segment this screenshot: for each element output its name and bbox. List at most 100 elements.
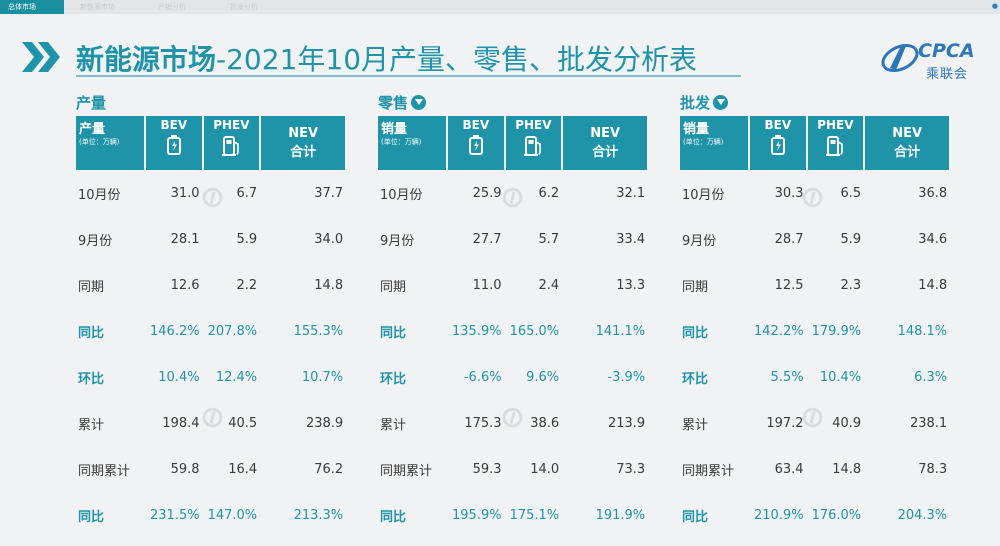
table-header-row: 销量 (单位：万辆) BEV PHEV NEV 合计 — [378, 116, 650, 170]
bev-value: 28.1 — [170, 231, 200, 247]
header-label: 销量 — [381, 122, 408, 137]
stats-table: 产量 (单位：万辆) BEV PHEV NEV 合计 10月份 31.0 6.7 37.7 9月份 2… — [76, 116, 348, 538]
phev-value: 5.7 — [538, 231, 560, 247]
phev-value: 2.4 — [538, 277, 560, 293]
header-nev: NEV — [892, 126, 923, 141]
row-label: 环比 — [380, 371, 407, 387]
bev-value: 142.2% — [754, 323, 804, 339]
header-nev-cell: NEV 合计 — [865, 116, 952, 170]
title-underline — [76, 75, 741, 77]
battery-icon — [770, 135, 785, 155]
section-title-text: 产量 — [76, 94, 107, 112]
table-row: 9月份 28.1 5.9 34.0 — [76, 216, 347, 262]
row-label: 同期 — [78, 279, 105, 295]
bev-value: 31.0 — [170, 185, 200, 201]
header-bev-cell: BEV — [448, 116, 506, 170]
phev-value: 175.1% — [509, 507, 560, 523]
table-row: 同期 12.5 2.3 14.8 — [680, 262, 951, 308]
bev-value: 63.4 — [774, 461, 804, 477]
header-nev: NEV — [590, 126, 621, 141]
table-row: 同期累计 63.4 14.8 78.3 — [680, 446, 951, 492]
phev-value: 40.9 — [832, 415, 862, 431]
table-row: 同期 12.6 2.2 14.8 — [76, 262, 347, 308]
logo-latin: CPCA — [918, 40, 975, 62]
bev-value: -6.6% — [463, 369, 502, 385]
tab-production-sales[interactable]: 产销分析 — [158, 3, 186, 11]
nev-value: -3.9% — [607, 369, 646, 385]
header-phev: PHEV — [817, 118, 854, 132]
table-row: 同比 195.9% 175.1% 191.9% — [378, 492, 649, 538]
row-label: 同比 — [380, 325, 407, 341]
table-row: 同比 210.9% 176.0% 204.3% — [680, 492, 951, 538]
phev-value: 14.0 — [530, 461, 560, 477]
table-row: 同比 146.2% 207.8% 155.3% — [76, 308, 347, 354]
nev-value: 76.2 — [314, 461, 344, 477]
header-nev-total: 合计 — [592, 145, 619, 160]
page-title-main: 新能源市场 — [76, 43, 217, 76]
header-phev: PHEV — [515, 118, 552, 132]
row-label: 同期 — [380, 279, 407, 295]
table-row: 同期 11.0 2.4 13.3 — [378, 262, 649, 308]
table-row: 同期累计 59.8 16.4 76.2 — [76, 446, 347, 492]
phev-value: 2.3 — [840, 277, 862, 293]
phev-value: 10.4% — [819, 369, 862, 385]
section-title: 零售 — [378, 92, 427, 113]
row-label: 同比 — [78, 325, 105, 341]
header-bev: BEV — [462, 118, 490, 132]
header-phev-cell: PHEV — [807, 116, 866, 170]
header-nev-cell: NEV 合计 — [563, 116, 650, 170]
section-title: 批发 — [680, 92, 729, 113]
battery-icon — [468, 135, 483, 155]
header-phev: PHEV — [213, 118, 250, 132]
table-row: 9月份 28.7 5.9 34.6 — [680, 216, 951, 262]
header-nev-cell: NEV 合计 — [261, 116, 348, 170]
table-row: 累计 197.2 40.9 238.1 — [680, 400, 951, 446]
bev-value: 197.2 — [766, 415, 804, 431]
header-label-cell: 销量 (单位：万辆) — [378, 116, 448, 170]
stats-table: 销量 (单位：万辆) BEV PHEV NEV 合计 10月份 25.9 6.2 32.1 9月份 2… — [378, 116, 650, 538]
header-unit: (单位：万辆) — [381, 138, 422, 146]
bev-value: 12.6 — [170, 277, 200, 293]
tab-wholesale[interactable]: 批发分析 — [230, 3, 258, 11]
row-label: 同比 — [682, 509, 709, 525]
phev-value: 179.9% — [811, 323, 862, 339]
row-label: 9月份 — [682, 233, 717, 249]
download-icon[interactable] — [713, 95, 729, 110]
bev-value: 210.9% — [754, 507, 804, 523]
bev-value: 198.4 — [162, 415, 200, 431]
phev-value: 14.8 — [832, 461, 862, 477]
stats-table: 销量 (单位：万辆) BEV PHEV NEV 合计 10月份 30.3 6.5 36.8 9月份 2… — [680, 116, 952, 538]
nev-value: 204.3% — [897, 507, 948, 523]
phev-value: 2.2 — [236, 277, 258, 293]
table-row: 同比 231.5% 147.0% 213.3% — [76, 492, 347, 538]
section-title-text: 零售 — [378, 94, 409, 112]
fuel-pump-icon — [826, 136, 844, 156]
tab-nev-market[interactable]: 新能源市场 — [80, 3, 115, 11]
header-bev: BEV — [160, 118, 188, 132]
row-label: 同期累计 — [682, 463, 735, 479]
row-label: 同期累计 — [78, 463, 131, 479]
nev-value: 213.3% — [293, 507, 344, 523]
phev-value: 6.2 — [538, 185, 560, 201]
header-nev-total: 合计 — [290, 145, 317, 160]
tab-overall-market[interactable]: 总体市场 — [0, 0, 64, 14]
phev-value: 16.4 — [228, 461, 258, 477]
nev-value: 155.3% — [293, 323, 344, 339]
header-label: 销量 — [683, 122, 710, 137]
bev-value: 28.7 — [774, 231, 804, 247]
table-header-row: 产量 (单位：万辆) BEV PHEV NEV 合计 — [76, 116, 348, 170]
fuel-pump-icon — [222, 136, 240, 156]
header-bev-cell: BEV — [146, 116, 204, 170]
header-phev-cell: PHEV — [505, 116, 564, 170]
table-row: 10月份 30.3 6.5 36.8 — [680, 170, 951, 216]
header-label-cell: 产量 (单位：万辆) — [76, 116, 146, 170]
nev-value: 32.1 — [616, 185, 646, 201]
phev-value: 12.4% — [215, 369, 258, 385]
header-nev: NEV — [288, 126, 319, 141]
table-row: 10月份 25.9 6.2 32.1 — [378, 170, 649, 216]
bev-value: 59.8 — [170, 461, 200, 477]
header-bev: BEV — [764, 118, 792, 132]
bev-value: 30.3 — [774, 185, 804, 201]
bev-value: 195.9% — [452, 507, 502, 523]
download-icon[interactable] — [411, 95, 427, 110]
